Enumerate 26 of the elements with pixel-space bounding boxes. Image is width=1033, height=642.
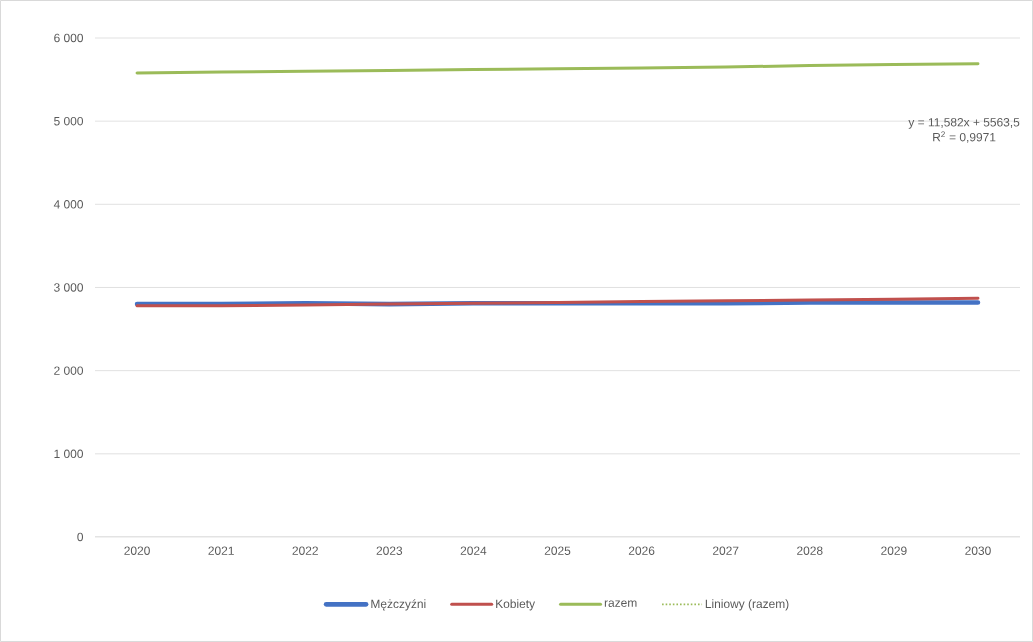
x-tick-label: 2023 — [376, 546, 403, 555]
y-tick-label: 2 000 — [54, 366, 84, 375]
x-tick-label: 2027 — [712, 546, 739, 555]
x-tick-label: 2022 — [292, 546, 318, 555]
x-tick-label: 2028 — [797, 546, 823, 555]
x-tick-label: 2025 — [544, 546, 571, 555]
legend-label: razem — [604, 600, 637, 607]
line-series — [135, 296, 980, 308]
annotation: y = 11,582x + 5563,5 — [908, 118, 1020, 129]
x-tick-label: 2030 — [965, 546, 991, 555]
legend-label: Mężczyźni — [371, 599, 426, 611]
x-tick-label: 2029 — [881, 546, 907, 555]
y-tick-label: 6 000 — [54, 33, 84, 43]
y-tick-label: 4 000 — [53, 200, 84, 209]
y-tick-label: 3 000 — [54, 283, 84, 292]
legend-label: Liniowy (razem) — [705, 599, 789, 611]
y-tick-label: 0 — [77, 532, 84, 542]
x-tick-label: 2021 — [208, 546, 234, 555]
x-tick-label: 2024 — [460, 546, 487, 555]
y-tick-label: 1 000 — [54, 449, 84, 459]
x-tick-label: 2020 — [124, 546, 150, 555]
legend-label: Kobiety — [496, 599, 536, 611]
y-tick-label: 5 000 — [54, 116, 84, 126]
line-series — [135, 62, 980, 75]
annotation: R$^{2}$ = 0,9971 — [933, 131, 996, 143]
x-tick-label: 2026 — [628, 546, 655, 555]
